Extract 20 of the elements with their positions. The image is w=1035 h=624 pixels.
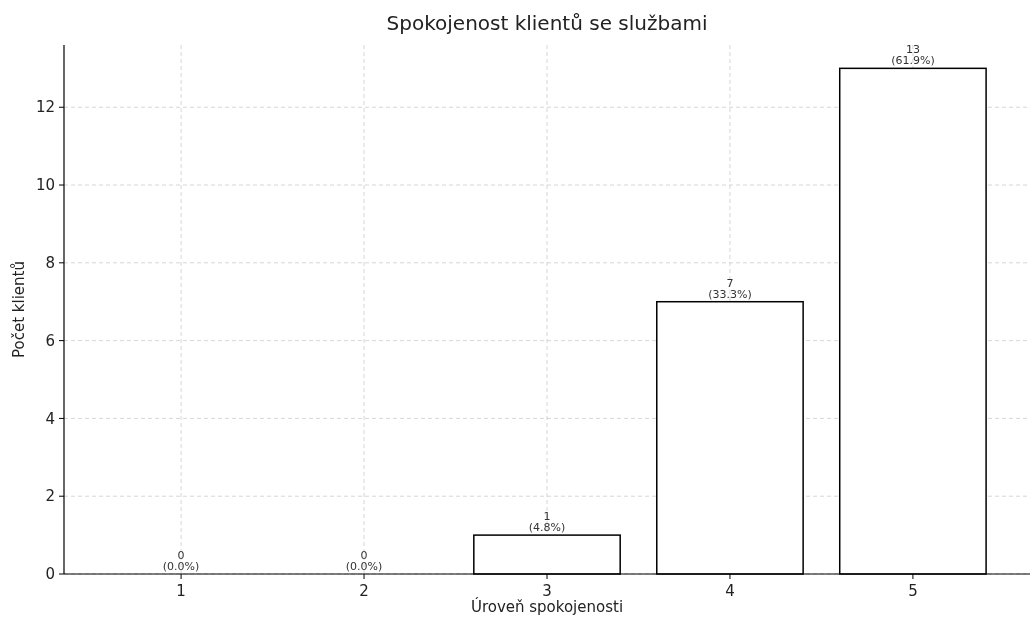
data-label: 0 (0.0%) [345, 549, 383, 573]
y-tick-label: 2 [45, 487, 55, 506]
y-tick-label: 4 [45, 409, 55, 428]
x-tick-label: 3 [542, 582, 552, 600]
y-axis-title: Počet klientů [10, 261, 28, 358]
data-label: 1 (4.8%) [528, 510, 566, 535]
chart-title: Spokojenost klientů se službami [386, 11, 708, 35]
x-tick-label: 1 [176, 582, 186, 600]
x-tick-label: 4 [725, 582, 735, 600]
y-tick-label: 6 [45, 331, 55, 350]
y-tick-label: 8 [45, 254, 55, 273]
x-axis-title: Úroveň spokojenosti [470, 597, 624, 616]
x-tick-label: 5 [908, 582, 918, 600]
y-tick-label: 12 [35, 98, 55, 117]
data-label: 0 (0.0%) [162, 549, 200, 573]
y-tick-label: 0 [45, 565, 55, 584]
data-label: 13 (61.9%) [891, 43, 935, 68]
x-tick-label: 2 [359, 582, 369, 600]
data-label: 7 (33.3%) [708, 276, 752, 301]
y-tick-label: 10 [35, 176, 55, 195]
